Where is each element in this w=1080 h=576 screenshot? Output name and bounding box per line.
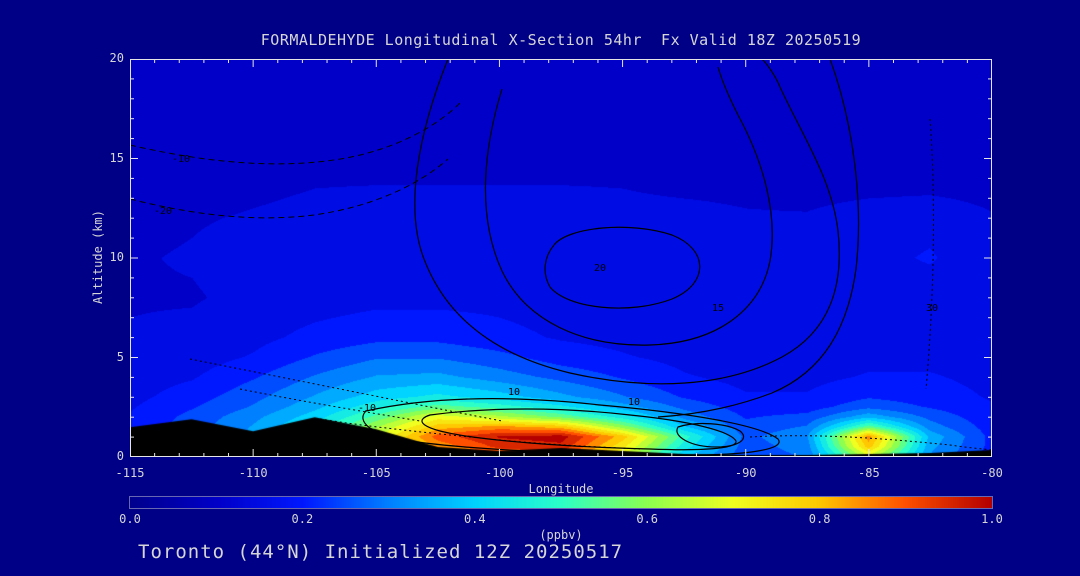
chart-title: FORMALDEHYDE Longitudinal X-Section 54hr…: [260, 31, 862, 49]
colorbar-tick-label: 1.0: [981, 512, 1003, 526]
x-axis-label: Longitude: [528, 482, 594, 496]
colorbar-tick-label: 0.6: [636, 512, 659, 526]
colorbar-tick-label: 0.2: [291, 512, 314, 526]
y-tick-label: 15: [109, 150, 124, 165]
x-tick-label: -115: [115, 466, 145, 480]
x-tick-label: -85: [858, 466, 880, 480]
footer-caption: Toronto (44°N) Initialized 12Z 20250517: [138, 541, 624, 563]
x-tick-label: -110: [238, 466, 268, 480]
colorbar-tick-label: 0.0: [119, 512, 141, 526]
y-tick-label: 5: [116, 349, 124, 364]
colorbar-tick-label: 0.8: [808, 512, 831, 526]
x-tick-label: -105: [361, 466, 391, 480]
colorbar: [129, 496, 993, 509]
contour-fill-plot: [130, 59, 992, 457]
colorbar-label: (ppbv): [539, 528, 583, 542]
x-tick-label: -95: [611, 466, 634, 480]
y-tick-label: 0: [116, 449, 124, 463]
x-tick-label: -100: [484, 466, 514, 480]
y-tick-label: 10: [109, 250, 124, 264]
y-tick-label: 20: [109, 51, 124, 65]
x-tick-label: -80: [981, 466, 1003, 480]
x-tick-label: -90: [734, 466, 757, 480]
colorbar-tick-label: 0.4: [463, 512, 486, 526]
